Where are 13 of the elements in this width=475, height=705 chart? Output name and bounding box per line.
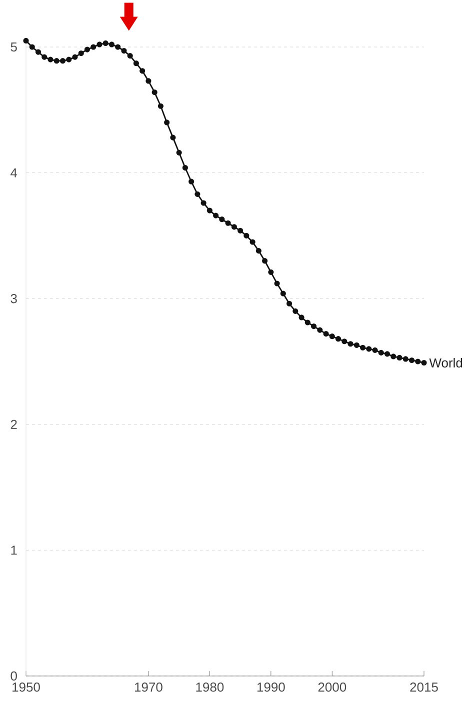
x-tick-label: 1980 [196,682,224,692]
y-tick-label: 1 [11,546,17,555]
x-tick-label: 2000 [318,682,346,692]
y-tick-label: 3 [10,294,17,304]
series-label: World [429,358,462,368]
y-tick-label: 2 [10,420,17,429]
x-tick-label: 1970 [134,682,162,692]
x-tick-label: 2015 [410,682,438,692]
y-tick-label: 5 [10,42,17,52]
y-tick-label: 4 [10,168,18,178]
x-tick-label: 1950 [12,682,40,692]
y-tick-label: 0 [10,671,17,681]
x-tick-label: 1990 [257,682,285,692]
